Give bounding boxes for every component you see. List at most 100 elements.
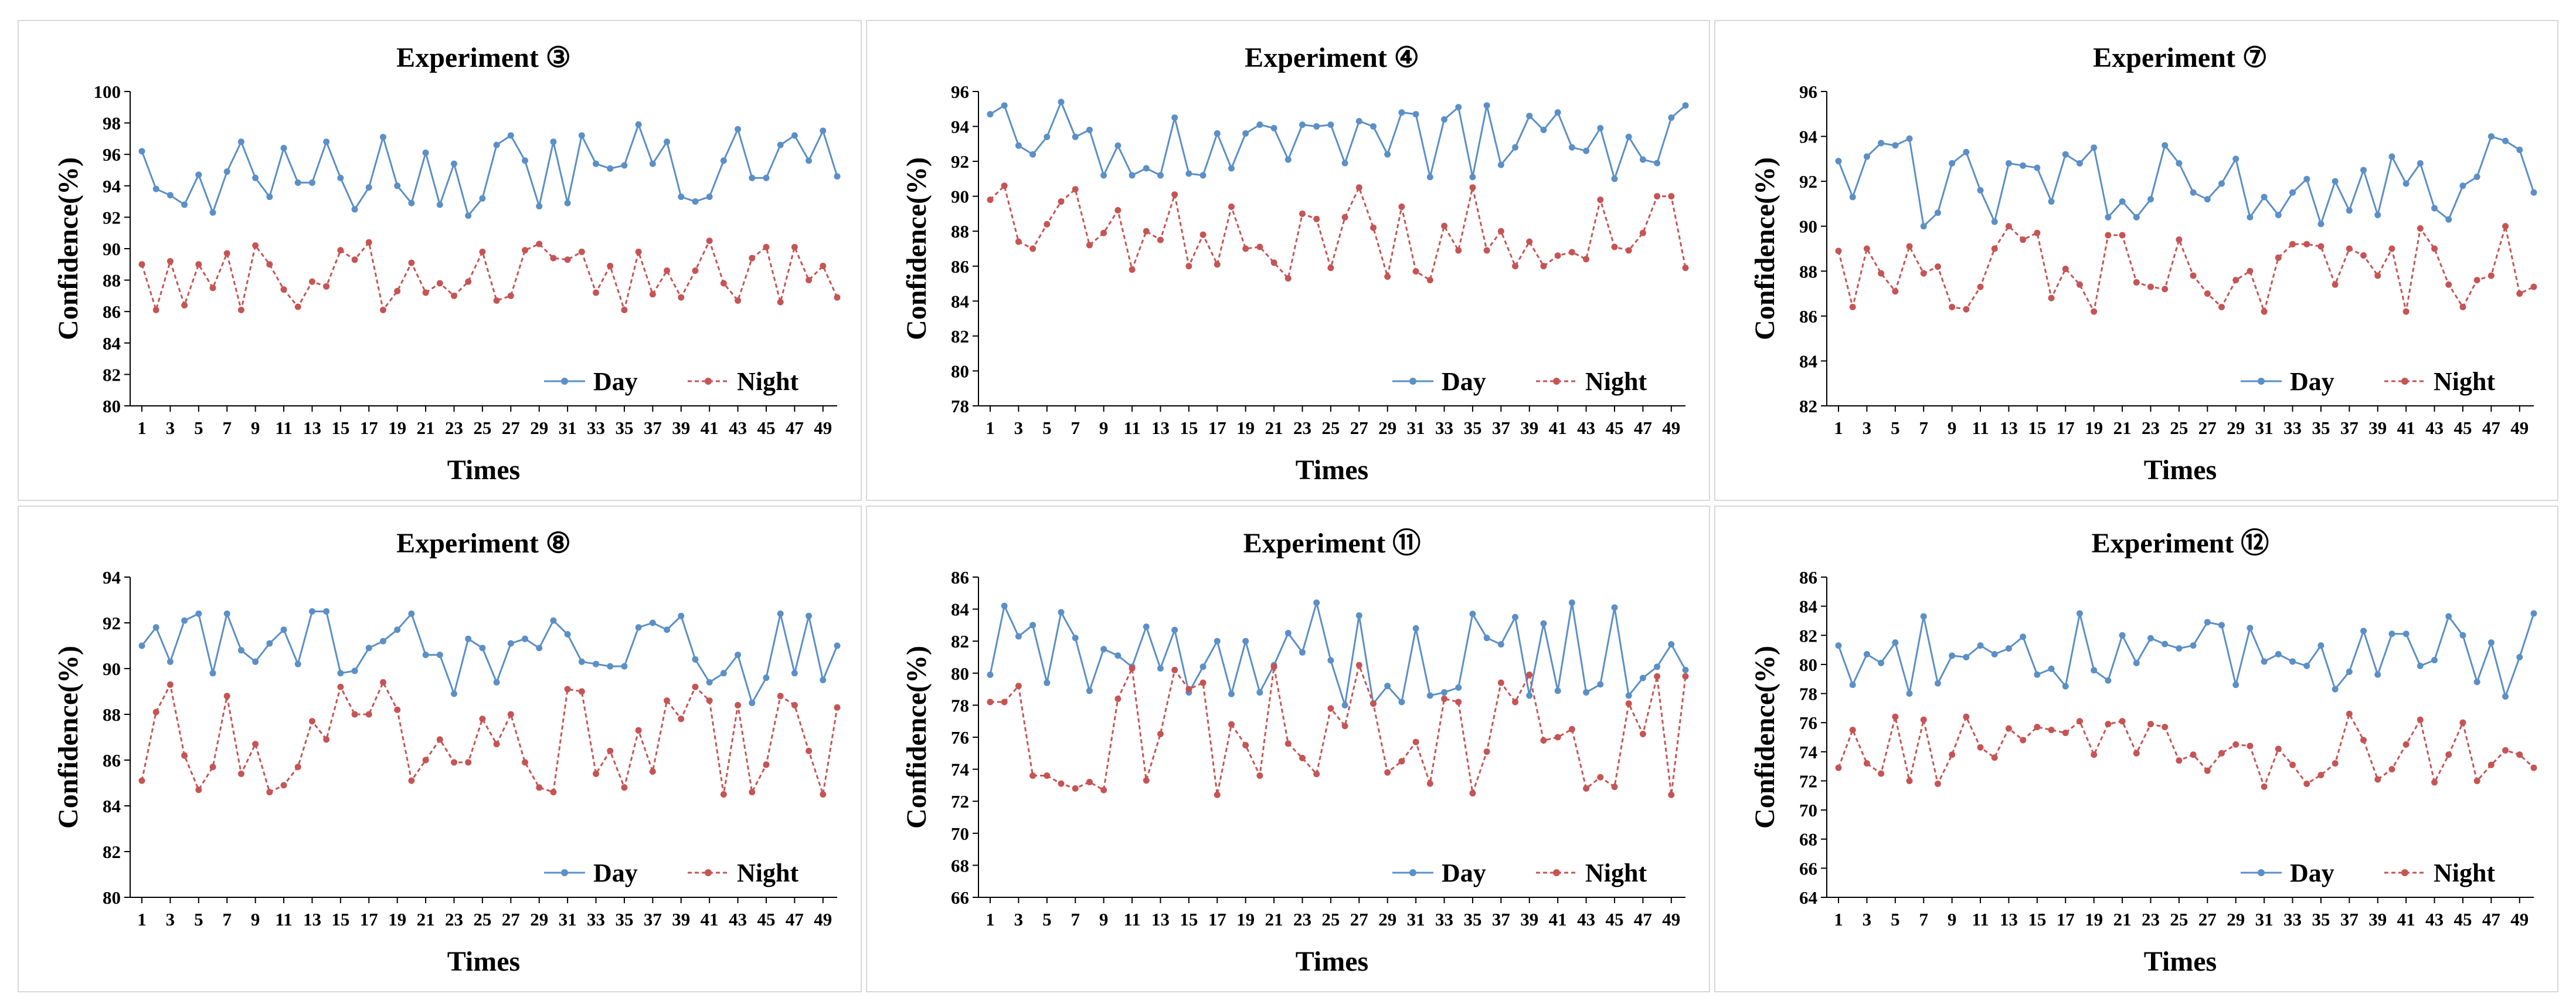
data-point-night [2317,243,2324,250]
data-point-night [1129,266,1136,273]
data-point-night [1058,780,1065,787]
data-point-day [806,157,813,164]
data-point-night [1341,213,1348,221]
x-tick-label: 35 [1463,909,1481,930]
data-point-day [166,192,174,199]
data-point-day [2190,189,2197,196]
x-tick-label: 3 [1014,418,1024,438]
data-point-day [1242,130,1249,137]
legend-label-night: Night [737,367,798,396]
x-tick-label: 11 [1972,418,1989,438]
data-point-day [479,645,486,652]
data-point-day [1483,635,1490,642]
data-point-day [181,617,188,624]
x-tick-label: 49 [814,418,832,438]
x-tick-label: 35 [615,909,633,930]
data-point-night [1015,683,1022,690]
x-tick-label: 23 [445,418,463,438]
x-tick-label: 17 [1208,418,1226,438]
chart-title: Experiment ⑦ [2093,42,2268,73]
data-point-night [2105,232,2112,239]
data-point-day [1341,701,1348,708]
data-point-day [1072,635,1079,642]
data-point-night [1497,228,1504,235]
x-tick-label: 31 [1407,909,1425,930]
series-line-day [1837,613,2535,700]
data-point-day [578,132,585,139]
data-point-day [1228,165,1235,172]
chart-title: Experiment ⑪ [1243,528,1421,559]
data-point-night [1512,263,1519,270]
x-tick-label: 37 [644,909,662,930]
data-point-day [987,111,994,118]
data-point-night [1455,247,1462,254]
x-tick-label: 39 [2368,418,2387,438]
x-tick-label: 39 [1520,418,1538,438]
x-tick-label: 45 [1605,909,1623,930]
data-point-night [1597,774,1604,781]
data-point-night [1682,673,1689,680]
x-tick-label: 19 [1236,909,1255,930]
y-tick-label: 94 [1799,127,1817,147]
series-line-night [1837,711,2535,789]
data-point-day [2062,683,2069,690]
data-point-day [1171,114,1178,121]
x-tick-label: 21 [2113,909,2132,930]
data-point-day [1185,170,1192,177]
y-tick-label: 78 [951,396,969,416]
data-point-day [1129,172,1136,179]
data-point-day [2332,178,2339,185]
data-point-night [1863,245,1870,252]
legend-marker-night [1553,378,1560,385]
data-point-night [1015,238,1022,245]
y-axis-label: Confidence(%) [1749,646,1780,829]
data-point-day [1878,140,1885,147]
x-tick-label: 3 [1863,909,1872,930]
data-point-day [1892,142,1899,149]
data-point-night [2176,757,2183,764]
data-point-day [806,612,813,619]
data-point-night [2360,737,2367,744]
data-point-night [1256,243,1263,250]
x-tick-label: 7 [1070,418,1080,438]
data-point-day [2459,632,2466,639]
x-tick-label: 33 [587,418,605,438]
x-tick-label: 11 [1123,418,1140,438]
x-tick-label: 25 [2170,418,2188,438]
x-tick-label: 17 [2057,418,2075,438]
data-point-night [2402,308,2410,315]
data-point-night [365,239,372,246]
data-point-night [1654,673,1661,680]
y-tick-label: 96 [951,82,969,102]
data-point-day [1469,174,1476,181]
data-point-night [2275,254,2282,261]
data-point-day [365,645,372,652]
x-tick-label: 47 [786,909,804,930]
legend-marker-night [2401,869,2408,876]
x-tick-label: 43 [1577,418,1595,438]
x-tick-label: 43 [2425,418,2444,438]
y-tick-label: 78 [1799,684,1817,704]
data-point-day [2473,173,2480,180]
data-point-night [280,286,287,293]
data-point-night [1849,727,1856,734]
data-point-night [2445,281,2452,288]
y-tick-label: 84 [1799,351,1817,371]
data-point-day [209,209,216,216]
chart-title: Experiment ⑫ [2092,528,2269,559]
data-point-night [2289,240,2296,247]
x-tick-label: 41 [2397,418,2415,438]
data-point-night [479,716,486,723]
data-point-night [2005,223,2012,230]
x-tick-label: 33 [1435,909,1453,930]
data-point-day [379,134,386,141]
data-point-night [2048,294,2055,301]
y-tick-label: 80 [951,361,969,381]
data-point-night [1398,758,1405,765]
data-point-night [1639,731,1646,738]
data-point-night [2119,718,2126,725]
data-point-day [2374,671,2381,678]
data-point-day [2247,213,2254,221]
data-point-night [607,262,614,269]
y-tick-label: 76 [951,727,969,748]
